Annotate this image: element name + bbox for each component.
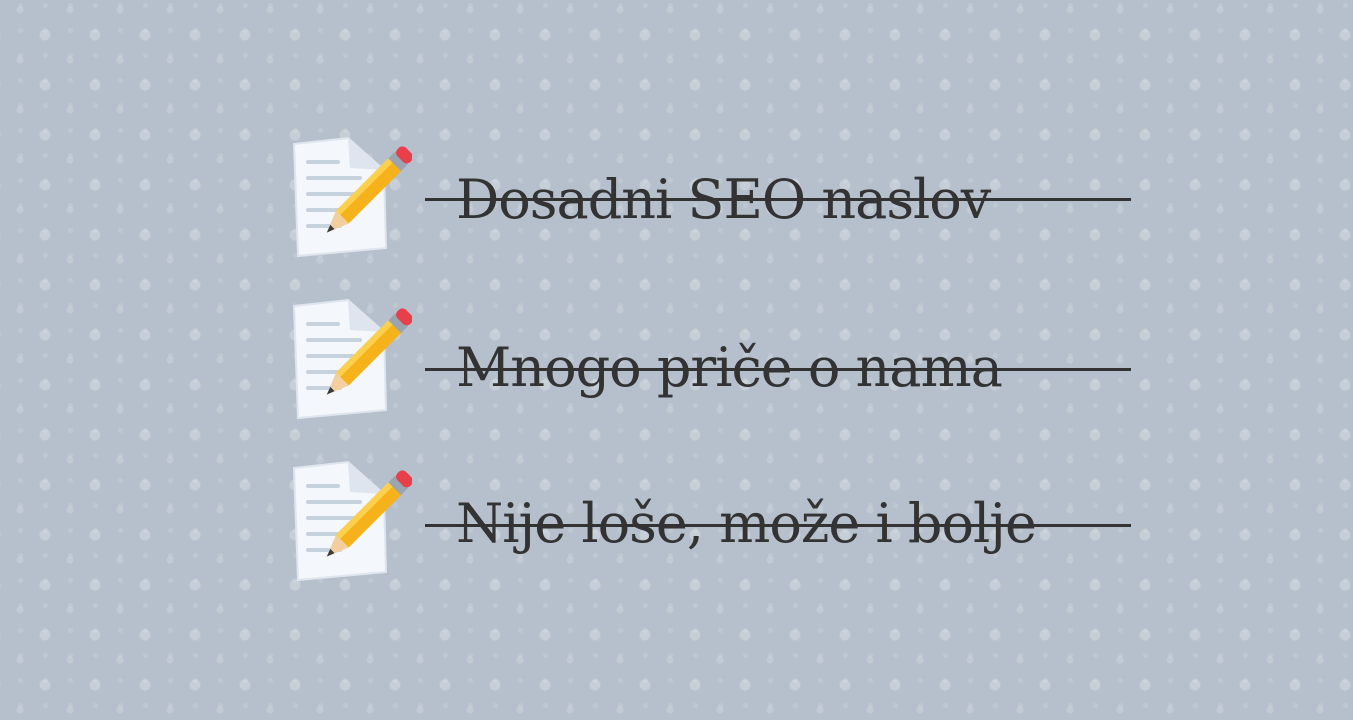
list-item: Nije loše, može i bolje — [288, 460, 1133, 584]
memo-icon — [292, 298, 412, 420]
memo-icon — [292, 136, 412, 258]
item-label: Mnogo priče o nama — [456, 336, 1003, 399]
list-item: Dosadni SEO naslov — [288, 136, 1133, 260]
list-item: Mnogo priče o nama — [288, 298, 1133, 422]
strikethrough-line — [425, 198, 1131, 201]
item-label: Nije loše, može i bolje — [456, 492, 1037, 555]
strikethrough-line — [425, 368, 1131, 371]
strikethrough-line — [425, 524, 1131, 527]
memo-icon — [292, 460, 412, 582]
